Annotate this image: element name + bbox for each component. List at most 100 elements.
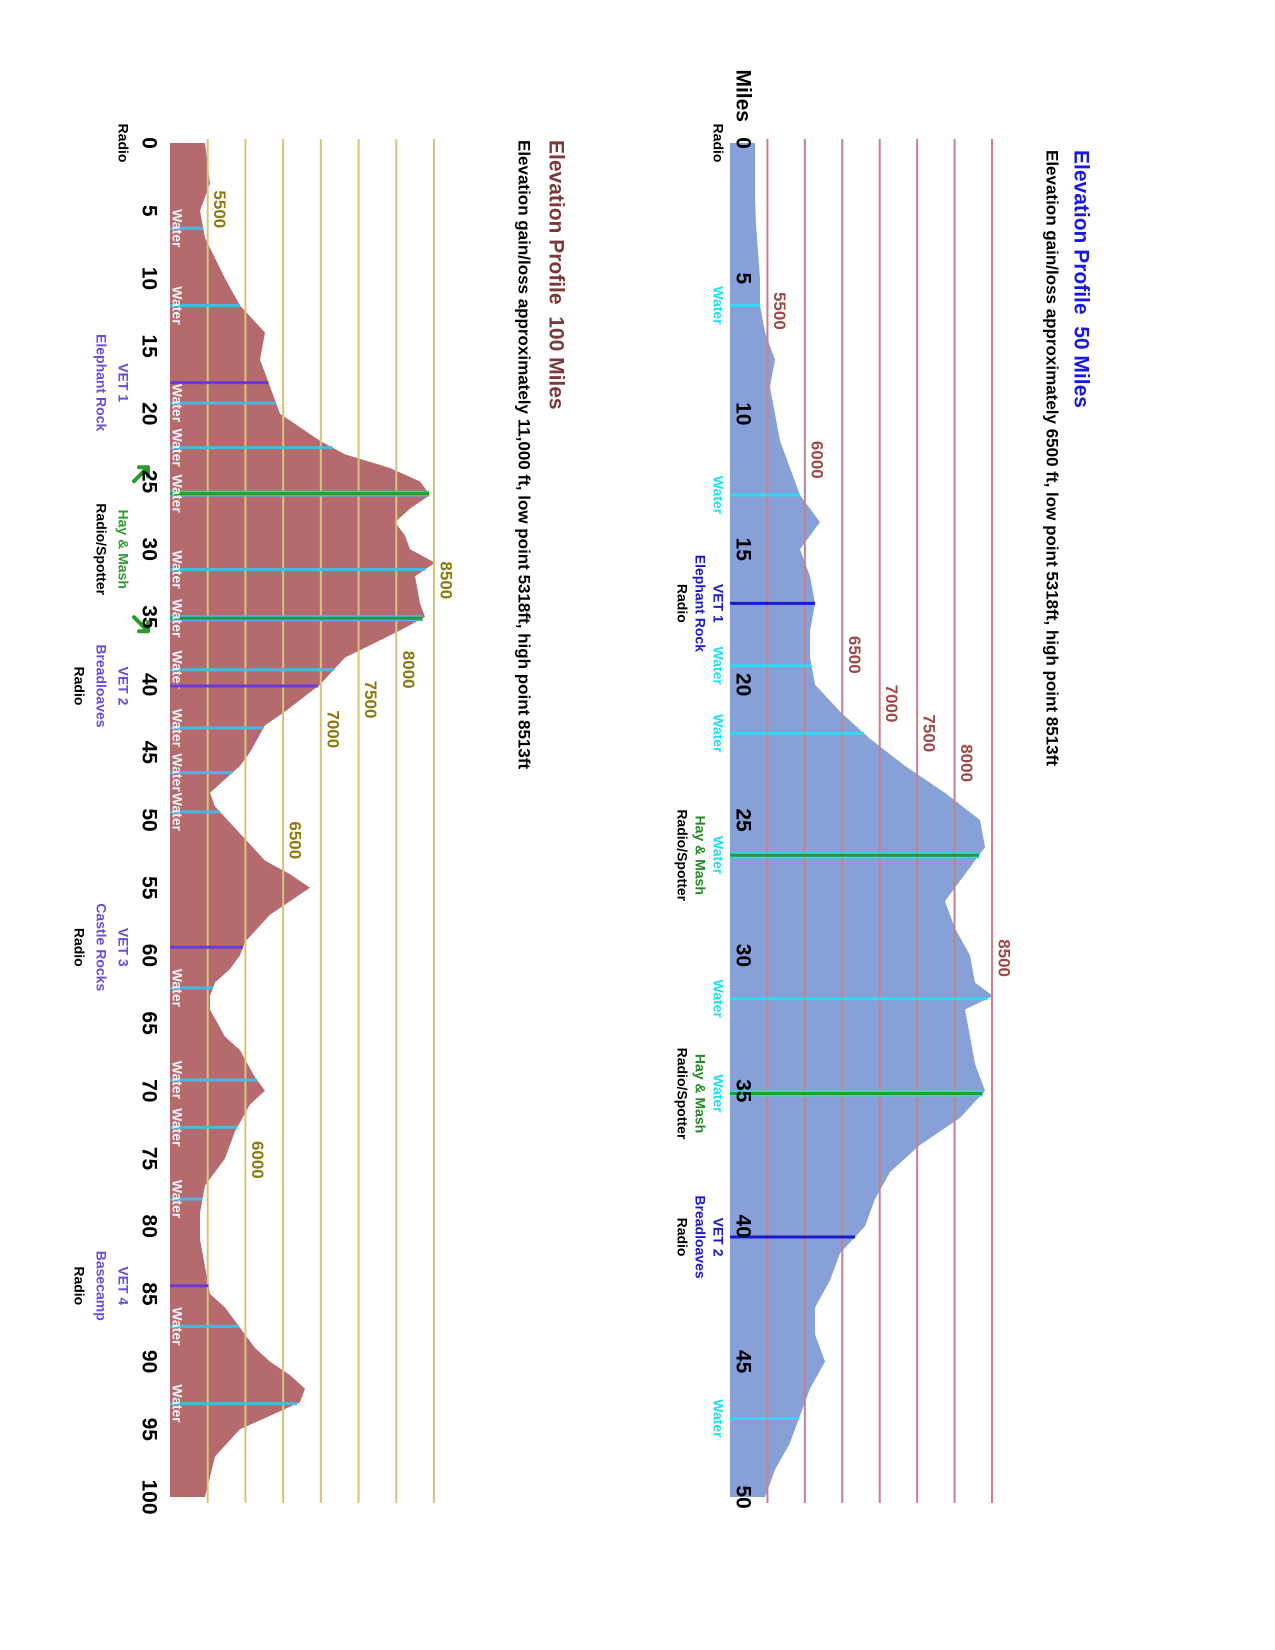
- elevation-tick-label: 8000: [957, 744, 976, 782]
- marker-label: Water: [169, 599, 185, 638]
- marker-label: Water: [169, 209, 185, 248]
- marker-label: Water: [169, 286, 185, 325]
- annotation-label: Hay & Mash: [115, 510, 131, 589]
- marker-label: Water: [710, 1399, 726, 1438]
- marker-label: Radio: [71, 1266, 87, 1305]
- marker-label: Elephant Rock: [93, 334, 109, 431]
- marker-label: Water: [710, 1074, 726, 1113]
- marker-label: Radio/Spotter: [674, 809, 690, 901]
- marker-label: Water: [169, 1384, 185, 1423]
- marker-label: Breadloaves: [93, 644, 109, 727]
- marker-label: Water: [169, 1061, 185, 1100]
- elevation-tick-label: 7000: [882, 685, 901, 723]
- mile-tick-label: 40: [731, 1215, 754, 1238]
- elevation-tick-label: 5500: [770, 292, 789, 330]
- mile-tick-label: 50: [137, 808, 160, 831]
- mile-tick-label: 50: [731, 1485, 754, 1508]
- chart-title: Elevation Profile 100 Miles: [544, 140, 567, 410]
- mile-tick-label: 5: [137, 205, 160, 217]
- marker-label: Basecamp: [93, 1251, 109, 1321]
- marker-label: Radio/Spotter: [674, 1048, 690, 1140]
- elevation-tick-label: 7500: [361, 681, 380, 719]
- x-axis-label: Miles: [731, 69, 754, 122]
- marker-label: Water: [710, 714, 726, 753]
- marker-label: Elephant Rock: [692, 555, 708, 652]
- mile-tick-label: 75: [137, 1147, 160, 1171]
- mile-tick-label: 20: [731, 673, 754, 696]
- mile-tick-label: 85: [137, 1282, 160, 1306]
- marker-label: Water: [169, 753, 185, 792]
- marker-label: VET 4: [115, 1266, 131, 1305]
- marker-label: Water: [710, 646, 726, 685]
- marker-label: Water: [710, 286, 726, 325]
- mile-tick-label: 30: [137, 538, 160, 561]
- marker-label: VET 2: [710, 1218, 726, 1257]
- mile-tick-label: 60: [137, 944, 160, 967]
- mile-tick-label: 25: [137, 470, 160, 494]
- mile-tick-label: 5: [731, 273, 754, 285]
- marker-label: Radio: [674, 584, 690, 623]
- mile-tick-label: 10: [731, 402, 754, 425]
- marker-label: Breadloaves: [692, 1195, 708, 1278]
- chart-title: Elevation Profile 50 Miles: [1069, 150, 1092, 408]
- marker-label: Hay & Mash: [692, 816, 708, 895]
- elevation-tick-label: 7000: [323, 710, 342, 748]
- marker-label: VET 2: [115, 667, 131, 706]
- elevation-chart: Elevation Profile 50 Miles Elevation gain…: [674, 69, 1092, 1508]
- elevation-tick-label: 5500: [210, 190, 229, 228]
- elevation-tick-label: 7500: [920, 714, 939, 752]
- mile-tick-label: 30: [731, 944, 754, 967]
- marker-label: Water: [169, 709, 185, 748]
- mile-tick-label: 90: [137, 1350, 160, 1373]
- marker-label: Water: [169, 651, 185, 690]
- elevation-tick-label: 8000: [399, 651, 418, 689]
- marker-label: VET 1: [710, 584, 726, 623]
- marker-label: Water: [710, 836, 726, 875]
- elevation-tick-label: 6500: [845, 636, 864, 674]
- marker-label: Radio: [674, 1218, 690, 1257]
- marker-label: VET 3: [115, 928, 131, 967]
- mile-tick-label: 70: [137, 1079, 160, 1102]
- mile-tick-label: 45: [137, 741, 160, 765]
- arrow-icon: [132, 615, 150, 634]
- annotation-label: Radio/Spotter: [93, 503, 109, 595]
- marker-label: Radio: [71, 667, 87, 706]
- mile-tick-label: 10: [137, 267, 160, 290]
- mile-tick-label: 95: [137, 1418, 160, 1442]
- elevation-tick-label: 6000: [807, 441, 826, 479]
- elevation-area: [170, 143, 435, 1497]
- mile-tick-label: 55: [137, 876, 160, 900]
- marker-label: Water: [169, 1180, 185, 1219]
- marker-label: Hay & Mash: [692, 1054, 708, 1133]
- elevation-tick-label: 8500: [995, 939, 1014, 977]
- marker-label: Water: [169, 428, 185, 467]
- mile-tick-label: 0: [731, 137, 754, 149]
- chart-subtitle: Elevation gain/loss approximately 11,000…: [515, 140, 534, 769]
- marker-label: Water: [710, 980, 726, 1019]
- marker-label: Water: [710, 476, 726, 515]
- mile-tick-label: 0: [137, 137, 160, 149]
- mile-tick-label: 15: [731, 538, 754, 562]
- mile-tick-label: 25: [731, 808, 754, 832]
- marker-label: Water: [169, 969, 185, 1008]
- mile-tick-label: 45: [731, 1350, 754, 1374]
- elevation-tick-label: 8500: [437, 561, 456, 599]
- mile-tick-label: 35: [731, 1079, 754, 1103]
- mile-tick-label: 20: [137, 402, 160, 425]
- marker-label: Water: [169, 384, 185, 423]
- landscape-sheet: Elevation Profile 50 Miles Elevation gain…: [71, 69, 1092, 1514]
- elevation-tick-label: 6500: [286, 821, 305, 859]
- mile-tick-label: 35: [137, 605, 160, 629]
- elevation-chart: Elevation Profile 100 Miles Elevation gai…: [71, 124, 567, 1515]
- marker-label: Water: [169, 1108, 185, 1147]
- marker-label: Radio: [710, 124, 726, 163]
- marker-label: Water: [169, 793, 185, 832]
- marker-label: Radio: [115, 124, 131, 163]
- mile-tick-label: 15: [137, 334, 160, 358]
- marker-label: Water: [169, 1307, 185, 1346]
- marker-label: Water: [169, 550, 185, 589]
- mile-tick-label: 80: [137, 1215, 160, 1238]
- chart-subtitle: Elevation gain/loss approximately 6500 f…: [1043, 150, 1062, 766]
